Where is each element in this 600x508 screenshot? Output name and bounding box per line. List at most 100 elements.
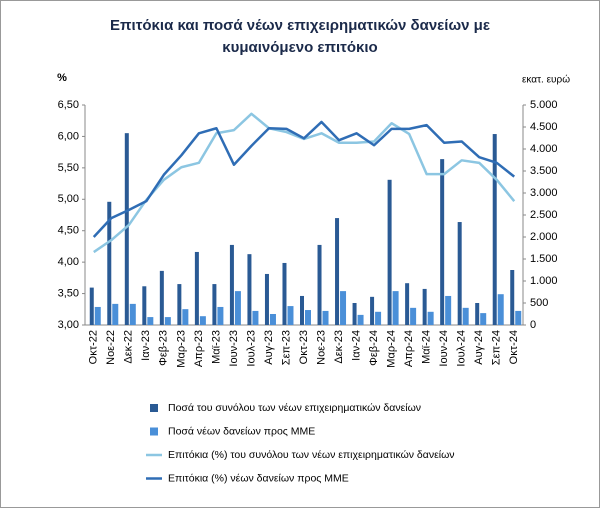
bar (317, 244, 322, 325)
bar (357, 314, 364, 325)
x-tick-label: Απρ-23 (193, 330, 205, 367)
bar (182, 309, 189, 325)
bar (194, 251, 199, 325)
x-tick-label: Μαρ-24 (386, 330, 398, 368)
bar (335, 218, 340, 325)
y2-tick-label: 500 (530, 297, 548, 309)
bar (142, 286, 147, 325)
x-tick-label: Δεκ-22 (123, 330, 135, 364)
bar (480, 313, 487, 325)
y2-tick-label: 3.500 (530, 165, 558, 177)
bar (387, 179, 392, 325)
y-tick-label: 3,50 (58, 287, 79, 299)
x-tick-label: Οκτ-24 (508, 330, 520, 364)
y-tick-label: 3,00 (58, 319, 79, 331)
bar (440, 159, 445, 325)
x-tick-label: Ιουν-24 (438, 330, 450, 367)
bar (422, 288, 427, 325)
bar (515, 310, 522, 325)
bar (427, 311, 434, 325)
x-tick-label: Ιουν-23 (228, 330, 240, 367)
bar (462, 307, 469, 325)
x-tick-label: Σεπ-23 (280, 330, 292, 365)
x-tick-label: Ιουλ-24 (456, 330, 468, 367)
bar (282, 262, 287, 325)
x-tick-label: Οκτ-23 (298, 330, 310, 364)
x-tick-label: Αυγ-24 (473, 330, 485, 365)
bar (112, 303, 119, 325)
x-tick-label: Μαρ-23 (175, 330, 187, 368)
y2-tick-label: 4.500 (530, 121, 558, 133)
bar (269, 314, 276, 325)
y-tick-label: 5,00 (58, 193, 79, 205)
x-tick-label: Νοε-23 (315, 330, 327, 365)
y2-axis-label: εκατ. ευρώ (522, 74, 570, 86)
bar (370, 296, 375, 325)
bar (159, 270, 164, 325)
y2-tick-label: 3.000 (530, 187, 558, 199)
legend-label: Επιτόκια (%) νέων δανείων προς ΜΜΕ (168, 472, 349, 484)
x-tick-label: Ιαν-23 (140, 330, 152, 361)
bar (217, 306, 224, 325)
bar (475, 303, 480, 325)
y-tick-label: 4,50 (58, 225, 79, 237)
legend-label: Ποσά του συνόλου των νέων επιχειρηματικώ… (168, 402, 421, 414)
legend-label: Ποσά νέων δανείων προς ΜΜΕ (168, 425, 315, 437)
bar (199, 316, 206, 325)
y-tick-label: 6,00 (58, 130, 79, 142)
bar (124, 133, 129, 325)
y2-tick-label: 4.000 (530, 143, 558, 155)
y-tick-label: 6,50 (58, 99, 79, 111)
bar (375, 311, 382, 325)
x-tick-label: Οκτ-22 (88, 330, 100, 364)
bar (392, 291, 399, 325)
bar (252, 310, 259, 325)
bar (234, 291, 241, 325)
x-tick-label: Μαϊ-23 (210, 330, 222, 364)
bar (492, 134, 497, 325)
bar (107, 201, 112, 325)
y-tick-label: 5,50 (58, 162, 79, 174)
bar (229, 244, 234, 325)
bar (147, 317, 154, 325)
bar (287, 306, 294, 325)
bar (300, 295, 304, 325)
y2-tick-label: 1.500 (530, 253, 558, 265)
bar (405, 283, 410, 325)
x-tick-label: Φεβ-23 (158, 330, 170, 366)
bar (410, 307, 417, 325)
legend-swatch (150, 404, 158, 412)
bar (340, 291, 347, 325)
bar (94, 306, 101, 325)
y2-tick-label: 5.000 (530, 99, 558, 111)
y-tick-label: 4,00 (58, 256, 79, 268)
bar (89, 287, 94, 325)
bar (445, 295, 452, 325)
x-tick-label: Ιουλ-23 (245, 330, 257, 367)
x-tick-label: Φεβ-24 (368, 330, 380, 366)
y2-tick-label: 2.500 (530, 209, 558, 221)
bar (264, 273, 269, 325)
bar (510, 270, 515, 325)
y2-tick-label: 2.000 (530, 231, 558, 243)
x-tick-label: Μαϊ-24 (421, 330, 433, 364)
legend-swatch (150, 427, 158, 436)
y2-tick-label: 1.000 (530, 275, 558, 287)
bar (247, 254, 252, 325)
bar (305, 310, 311, 325)
bar (497, 294, 504, 325)
bar (164, 317, 171, 325)
legend-label: Επιτόκια (%) του συνόλου των νέων επιχει… (168, 449, 455, 461)
y2-tick-label: 0 (530, 319, 536, 331)
bar (322, 310, 329, 325)
x-tick-label: Νοε-22 (105, 330, 117, 365)
x-tick-label: Αυγ-23 (263, 330, 275, 365)
x-tick-label: Απρ-24 (403, 330, 415, 367)
x-tick-label: Ιαν-24 (350, 330, 362, 361)
x-tick-label: Δεκ-23 (333, 330, 345, 364)
bar (457, 222, 462, 325)
x-tick-label: Σεπ-24 (491, 330, 503, 365)
y-axis-label: % (57, 72, 67, 84)
